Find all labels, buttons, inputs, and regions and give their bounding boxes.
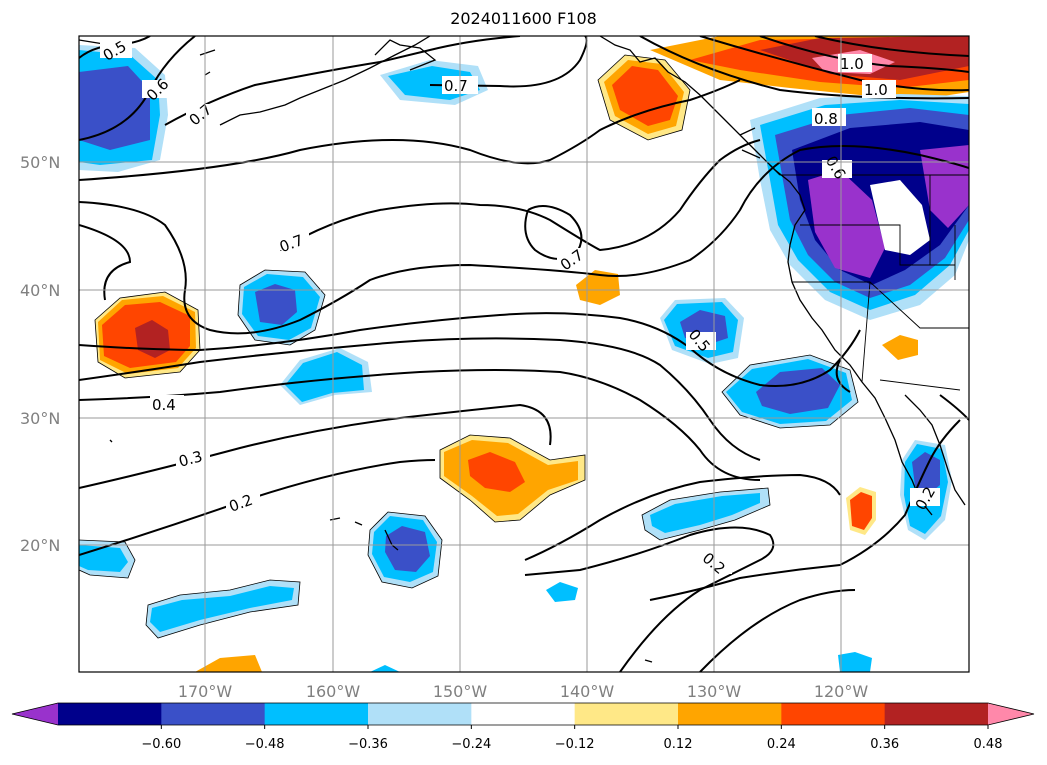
map-frame	[78, 35, 970, 673]
latitude-labels: 50°N 40°N 30°N 20°N	[20, 153, 60, 555]
lon-label: 170°W	[178, 682, 233, 701]
contour-label: 0.7	[444, 77, 468, 95]
map-title: 2024011600 F108	[450, 9, 597, 28]
colorbar-tick-label: −0.12	[555, 737, 595, 752]
colorbar-extend-low	[12, 703, 58, 725]
map-content: 0.5 0.6 0.7 0.7 0.7 0.7 0.5 0.4 0.3 0.2 …	[79, 36, 969, 672]
colorbar-tick-label: 0.24	[767, 737, 796, 752]
contour-label: 0.3	[177, 447, 205, 471]
colorbar-tick-label: −0.36	[348, 737, 388, 752]
colorbar-swatch	[161, 703, 266, 725]
longitude-labels: 170°W 160°W 150°W 140°W 130°W 120°W	[178, 682, 869, 701]
lon-label: 150°W	[433, 682, 488, 701]
colorbar-swatch	[264, 703, 369, 725]
shading-outlines	[79, 54, 859, 639]
colorbar-tick-label: −0.48	[245, 737, 285, 752]
shading	[79, 36, 969, 672]
colorbar-tick-label: −0.60	[141, 737, 181, 752]
colorbar-tick-label: 0.48	[974, 737, 1003, 752]
lon-label: 160°W	[306, 682, 361, 701]
colorbar-tick-label: −0.24	[451, 737, 491, 752]
lat-label: 20°N	[20, 536, 60, 555]
colorbar-tick-label: 0.36	[870, 737, 899, 752]
colorbar-swatch	[574, 703, 679, 725]
colorbar-outline	[11, 702, 1035, 726]
colorbar-swatch	[678, 703, 782, 725]
lat-label: 40°N	[20, 281, 60, 300]
colorbar-tick-label: 0.12	[664, 737, 693, 752]
contour-label: 1.0	[864, 81, 888, 99]
lon-label: 120°W	[814, 682, 869, 701]
colorbar-swatch	[781, 703, 886, 725]
colorbar-swatch	[884, 703, 989, 725]
colorbar-swatch	[368, 703, 472, 725]
contour-label: 0.8	[814, 110, 838, 128]
borders	[780, 174, 969, 391]
colorbar: −0.60 −0.48 −0.36 −0.24 −0.12 0.12 0.24 0.36 0.4…	[11, 702, 1035, 752]
lat-label: 30°N	[20, 409, 60, 428]
colorbar-extend-high	[988, 703, 1034, 725]
colorbar-swatch	[58, 703, 162, 725]
lat-label: 50°N	[20, 153, 60, 172]
gridlines	[79, 36, 969, 672]
lon-label: 130°W	[687, 682, 742, 701]
contour-label: 1.0	[840, 55, 864, 73]
colorbar-swatch	[471, 703, 576, 725]
lon-label: 140°W	[560, 682, 615, 701]
contour-label: 0.4	[152, 396, 176, 414]
